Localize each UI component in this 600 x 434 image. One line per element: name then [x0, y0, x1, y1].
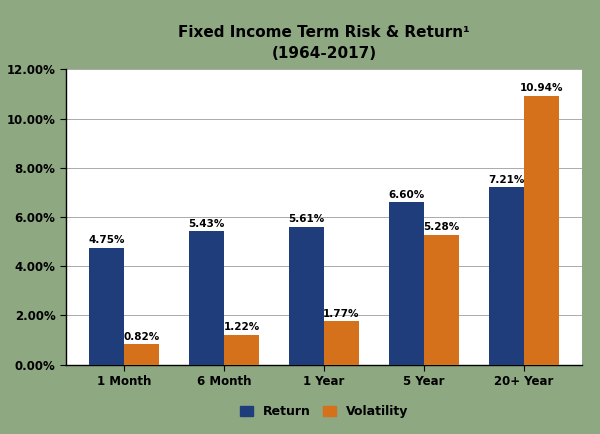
Bar: [289, 227, 324, 365]
Legend: Return, Volatility: Return, Volatility: [235, 400, 413, 423]
Bar: [89, 248, 124, 365]
Text: 0.82%: 0.82%: [124, 332, 160, 342]
Text: 7.21%: 7.21%: [488, 175, 524, 185]
Bar: [224, 335, 259, 365]
Bar: [124, 345, 160, 365]
Bar: [189, 231, 224, 365]
Bar: [488, 187, 524, 365]
Text: 5.43%: 5.43%: [188, 219, 225, 229]
Bar: [389, 202, 424, 365]
Text: 6.60%: 6.60%: [388, 190, 424, 200]
Text: 4.75%: 4.75%: [89, 235, 125, 245]
Bar: [524, 95, 559, 365]
Bar: [324, 321, 359, 365]
Text: 5.61%: 5.61%: [289, 214, 325, 224]
Text: 10.94%: 10.94%: [520, 83, 563, 93]
Text: 5.28%: 5.28%: [423, 222, 460, 232]
Title: Fixed Income Term Risk & Return¹
(1964-2017): Fixed Income Term Risk & Return¹ (1964-2…: [178, 25, 470, 61]
Bar: [424, 235, 459, 365]
Text: 1.22%: 1.22%: [224, 322, 260, 332]
Text: 1.77%: 1.77%: [323, 309, 360, 319]
